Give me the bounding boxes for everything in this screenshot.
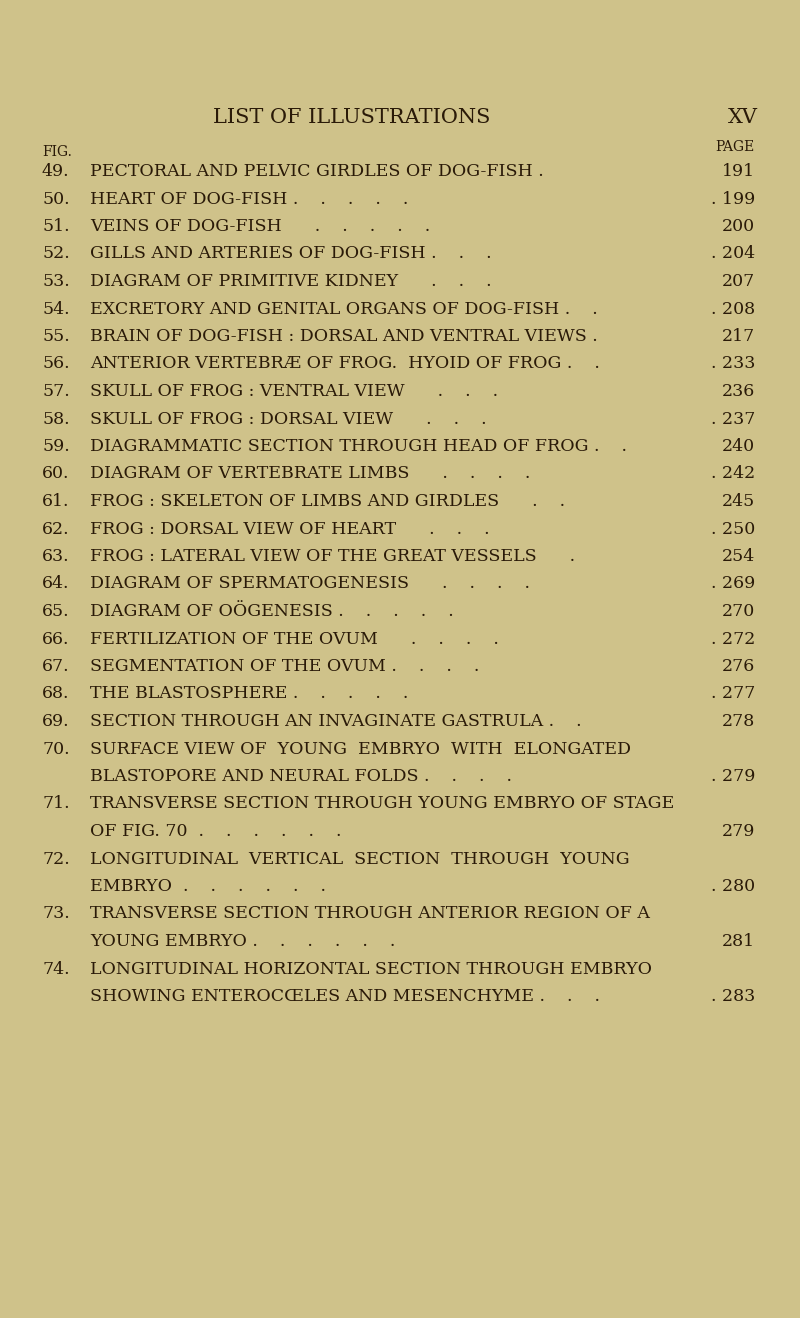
Text: 51.: 51.: [42, 217, 70, 235]
Text: DIAGRAM OF OÖGENESIS .    .    .    .    .: DIAGRAM OF OÖGENESIS . . . . .: [90, 604, 454, 619]
Text: 62.: 62.: [42, 521, 70, 538]
Text: FROG : DORSAL VIEW OF HEART      .    .    .: FROG : DORSAL VIEW OF HEART . . .: [90, 521, 490, 538]
Text: . 280: . 280: [711, 878, 755, 895]
Text: 50.: 50.: [42, 191, 70, 207]
Text: 278: 278: [722, 713, 755, 730]
Text: 49.: 49.: [42, 163, 70, 181]
Text: 57.: 57.: [42, 384, 70, 399]
Text: . 279: . 279: [710, 768, 755, 786]
Text: 70.: 70.: [42, 741, 70, 758]
Text: SKULL OF FROG : DORSAL VIEW      .    .    .: SKULL OF FROG : DORSAL VIEW . . .: [90, 410, 486, 427]
Text: 55.: 55.: [42, 328, 70, 345]
Text: 56.: 56.: [42, 356, 70, 373]
Text: 281: 281: [722, 933, 755, 950]
Text: BLASTOPORE AND NEURAL FOLDS .    .    .    .: BLASTOPORE AND NEURAL FOLDS . . . .: [90, 768, 512, 786]
Text: . 269: . 269: [710, 576, 755, 593]
Text: FERTILIZATION OF THE OVUM      .    .    .    .: FERTILIZATION OF THE OVUM . . . .: [90, 630, 499, 647]
Text: 69.: 69.: [42, 713, 70, 730]
Text: . 199: . 199: [710, 191, 755, 207]
Text: 60.: 60.: [42, 465, 70, 482]
Text: 65.: 65.: [42, 604, 70, 619]
Text: 72.: 72.: [42, 850, 70, 867]
Text: GILLS AND ARTERIES OF DOG-FISH .    .    .: GILLS AND ARTERIES OF DOG-FISH . . .: [90, 245, 492, 262]
Text: SECTION THROUGH AN INVAGINATE GASTRULA .    .: SECTION THROUGH AN INVAGINATE GASTRULA .…: [90, 713, 582, 730]
Text: . 208: . 208: [711, 301, 755, 318]
Text: 236: 236: [722, 384, 755, 399]
Text: THE BLASTOSPHERE .    .    .    .    .: THE BLASTOSPHERE . . . . .: [90, 685, 408, 702]
Text: YOUNG EMBRYO .    .    .    .    .    .: YOUNG EMBRYO . . . . . .: [90, 933, 395, 950]
Text: 64.: 64.: [42, 576, 70, 593]
Text: DIAGRAMMATIC SECTION THROUGH HEAD OF FROG .    .: DIAGRAMMATIC SECTION THROUGH HEAD OF FRO…: [90, 438, 627, 455]
Text: EMBRYO  .    .    .    .    .    .: EMBRYO . . . . . .: [90, 878, 326, 895]
Text: BRAIN OF DOG-FISH : DORSAL AND VENTRAL VIEWS .: BRAIN OF DOG-FISH : DORSAL AND VENTRAL V…: [90, 328, 598, 345]
Text: 207: 207: [722, 273, 755, 290]
Text: 200: 200: [722, 217, 755, 235]
Text: DIAGRAM OF PRIMITIVE KIDNEY      .    .    .: DIAGRAM OF PRIMITIVE KIDNEY . . .: [90, 273, 492, 290]
Text: . 242: . 242: [710, 465, 755, 482]
Text: LIST OF ILLUSTRATIONS: LIST OF ILLUSTRATIONS: [214, 108, 490, 127]
Text: 58.: 58.: [42, 410, 70, 427]
Text: SHOWING ENTEROCŒLES AND MESENCHYME .    .    .: SHOWING ENTEROCŒLES AND MESENCHYME . . .: [90, 988, 600, 1006]
Text: OF FIG. 70  .    .    .    .    .    .: OF FIG. 70 . . . . . .: [90, 822, 342, 840]
Text: TRANSVERSE SECTION THROUGH ANTERIOR REGION OF A: TRANSVERSE SECTION THROUGH ANTERIOR REGI…: [90, 905, 650, 923]
Text: DIAGRAM OF SPERMATOGENESIS      .    .    .    .: DIAGRAM OF SPERMATOGENESIS . . . .: [90, 576, 530, 593]
Text: TRANSVERSE SECTION THROUGH YOUNG EMBRYO OF STAGE: TRANSVERSE SECTION THROUGH YOUNG EMBRYO …: [90, 796, 674, 812]
Text: ANTERIOR VERTEBRÆ OF FROG.  HYOID OF FROG .    .: ANTERIOR VERTEBRÆ OF FROG. HYOID OF FROG…: [90, 356, 600, 373]
Text: 73.: 73.: [42, 905, 70, 923]
Text: . 272: . 272: [710, 630, 755, 647]
Text: SURFACE VIEW OF  YOUNG  EMBRYO  WITH  ELONGATED: SURFACE VIEW OF YOUNG EMBRYO WITH ELONGA…: [90, 741, 631, 758]
Text: 71.: 71.: [42, 796, 70, 812]
Text: 270: 270: [722, 604, 755, 619]
Text: 66.: 66.: [42, 630, 70, 647]
Text: 191: 191: [722, 163, 755, 181]
Text: XV: XV: [728, 108, 758, 127]
Text: 63.: 63.: [42, 548, 70, 565]
Text: DIAGRAM OF VERTEBRATE LIMBS      .    .    .    .: DIAGRAM OF VERTEBRATE LIMBS . . . .: [90, 465, 530, 482]
Text: 53.: 53.: [42, 273, 70, 290]
Text: 61.: 61.: [42, 493, 70, 510]
Text: 245: 245: [722, 493, 755, 510]
Text: FROG : LATERAL VIEW OF THE GREAT VESSELS      .: FROG : LATERAL VIEW OF THE GREAT VESSELS…: [90, 548, 575, 565]
Text: 217: 217: [722, 328, 755, 345]
Text: 276: 276: [722, 658, 755, 675]
Text: . 283: . 283: [710, 988, 755, 1006]
Text: 279: 279: [722, 822, 755, 840]
Text: 54.: 54.: [42, 301, 70, 318]
Text: LONGITUDINAL HORIZONTAL SECTION THROUGH EMBRYO: LONGITUDINAL HORIZONTAL SECTION THROUGH …: [90, 961, 652, 978]
Text: 240: 240: [722, 438, 755, 455]
Text: LONGITUDINAL  VERTICAL  SECTION  THROUGH  YOUNG: LONGITUDINAL VERTICAL SECTION THROUGH YO…: [90, 850, 630, 867]
Text: 59.: 59.: [42, 438, 70, 455]
Text: . 233: . 233: [710, 356, 755, 373]
Text: 74.: 74.: [42, 961, 70, 978]
Text: FROG : SKELETON OF LIMBS AND GIRDLES      .    .: FROG : SKELETON OF LIMBS AND GIRDLES . .: [90, 493, 565, 510]
Text: 67.: 67.: [42, 658, 70, 675]
Text: 254: 254: [722, 548, 755, 565]
Text: . 277: . 277: [710, 685, 755, 702]
Text: 68.: 68.: [42, 685, 70, 702]
Text: . 237: . 237: [710, 410, 755, 427]
Text: SEGMENTATION OF THE OVUM .    .    .    .: SEGMENTATION OF THE OVUM . . . .: [90, 658, 479, 675]
Text: SKULL OF FROG : VENTRAL VIEW      .    .    .: SKULL OF FROG : VENTRAL VIEW . . .: [90, 384, 498, 399]
Text: . 204: . 204: [711, 245, 755, 262]
Text: EXCRETORY AND GENITAL ORGANS OF DOG-FISH .    .: EXCRETORY AND GENITAL ORGANS OF DOG-FISH…: [90, 301, 598, 318]
Text: HEART OF DOG-FISH .    .    .    .    .: HEART OF DOG-FISH . . . . .: [90, 191, 408, 207]
Text: VEINS OF DOG-FISH      .    .    .    .    .: VEINS OF DOG-FISH . . . . .: [90, 217, 430, 235]
Text: FIG.: FIG.: [42, 145, 72, 159]
Text: PECTORAL AND PELVIC GIRDLES OF DOG-FISH .: PECTORAL AND PELVIC GIRDLES OF DOG-FISH …: [90, 163, 544, 181]
Text: 52.: 52.: [42, 245, 70, 262]
Text: PAGE: PAGE: [716, 140, 755, 154]
Text: . 250: . 250: [710, 521, 755, 538]
